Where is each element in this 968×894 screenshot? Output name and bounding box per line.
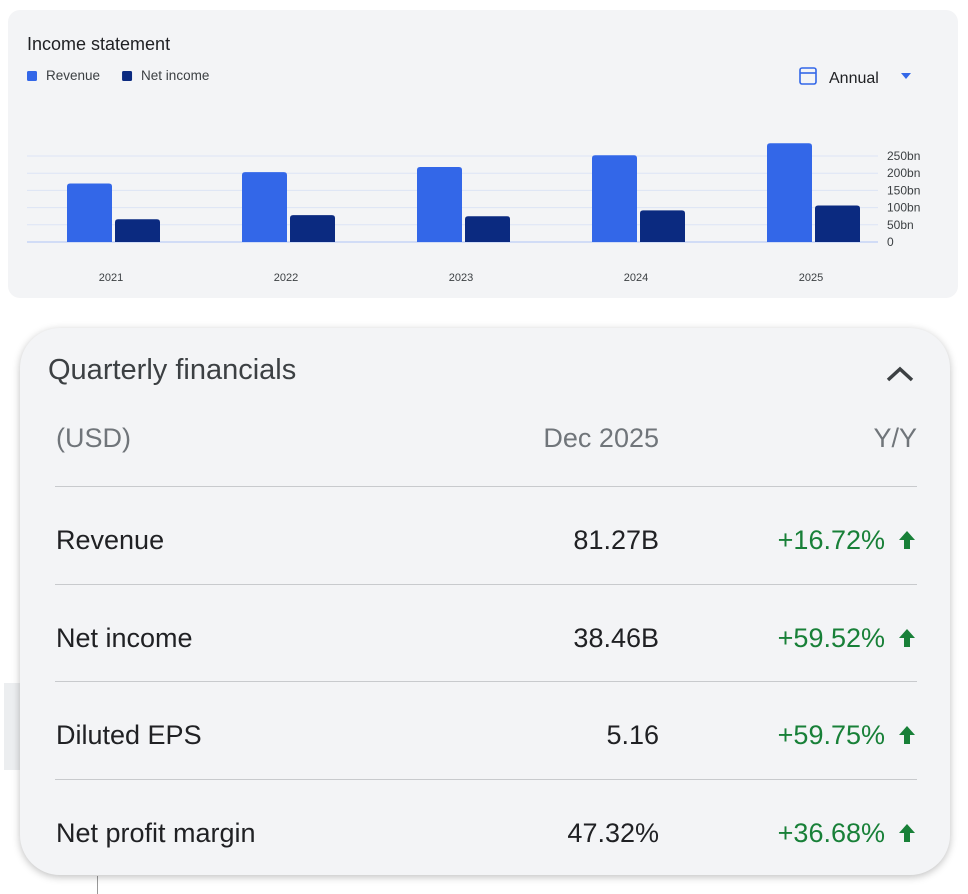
calendar-icon bbox=[799, 67, 817, 85]
side-strip bbox=[4, 683, 20, 770]
up-arrow bbox=[899, 823, 915, 842]
header-cell: Y/Y bbox=[873, 423, 917, 453]
table-row: Diluted EPS 5.16 +59.75% bbox=[55, 681, 917, 779]
legend-swatch bbox=[27, 71, 37, 81]
y-tick-label: 200bn bbox=[887, 166, 920, 180]
metric-value: 38.46B bbox=[573, 622, 659, 653]
bar bbox=[417, 167, 462, 242]
metric-value: 81.27B bbox=[573, 525, 659, 555]
metric-name: Diluted EPS bbox=[56, 720, 202, 750]
change-value: +16.72% bbox=[777, 525, 885, 555]
y-tick-label: 250bn bbox=[887, 149, 920, 163]
up-arrow bbox=[899, 531, 915, 549]
up-arrow-shape bbox=[899, 628, 915, 647]
metric-value: 47.32% bbox=[567, 817, 659, 848]
up-arrow-shape bbox=[899, 531, 915, 549]
bar bbox=[67, 183, 112, 242]
bar bbox=[115, 219, 160, 242]
metric-name: Net profit margin bbox=[56, 817, 256, 848]
up-arrow-shape bbox=[899, 823, 915, 842]
x-tick-label: 2022 bbox=[274, 272, 298, 284]
period-selector[interactable]: Annual bbox=[799, 67, 911, 87]
chevron-up[interactable] bbox=[886, 366, 914, 382]
bar bbox=[592, 155, 637, 242]
x-tick-label: 2021 bbox=[99, 272, 123, 284]
bar bbox=[465, 216, 510, 242]
y-tick-label: 0 bbox=[887, 235, 894, 249]
collapse-button[interactable] bbox=[885, 364, 915, 384]
x-tick-label: 2024 bbox=[624, 272, 648, 284]
chart-title: Income statement bbox=[27, 34, 170, 54]
y-tick-label: 50bn bbox=[887, 218, 914, 232]
header-cell: (USD) bbox=[56, 423, 131, 453]
legend-swatch bbox=[122, 71, 133, 81]
up-arrow bbox=[899, 726, 915, 744]
metric-name: Revenue bbox=[56, 525, 165, 555]
header-cell: Dec 2025 bbox=[543, 423, 659, 453]
table-row: Net profit margin 47.32% +36.68% bbox=[55, 778, 917, 877]
table-row: Net income 38.46B +59.52% bbox=[55, 583, 917, 682]
table-header-row: (USD) Dec 2025 Y/Y bbox=[55, 423, 917, 485]
legend-label: Net income bbox=[141, 68, 209, 83]
table-title: Quarterly financials bbox=[48, 354, 297, 386]
y-tick-label: 100bn bbox=[887, 201, 920, 215]
up-arrow-shape bbox=[899, 726, 915, 744]
table-row: Revenue 81.27B +16.72% bbox=[55, 486, 917, 584]
bar bbox=[815, 205, 860, 242]
divider bbox=[97, 876, 98, 894]
x-tick-label: 2025 bbox=[799, 272, 823, 284]
legend-label: Revenue bbox=[46, 68, 100, 83]
change-value: +36.68% bbox=[777, 817, 885, 848]
income-card: Income statement Annual Revenue Net incom… bbox=[8, 10, 958, 298]
change-value: +59.75% bbox=[777, 720, 885, 750]
bar bbox=[290, 215, 335, 242]
x-tick-label: 2023 bbox=[449, 272, 473, 284]
change-value: +59.52% bbox=[777, 622, 885, 653]
metric-name: Net income bbox=[56, 622, 193, 653]
y-tick-label: 150bn bbox=[887, 183, 920, 197]
chart: Income statement Annual Revenue Net incom… bbox=[27, 34, 920, 284]
bar bbox=[242, 172, 287, 242]
up-arrow bbox=[899, 628, 915, 647]
metric-value: 5.16 bbox=[606, 720, 659, 750]
bar bbox=[767, 143, 812, 242]
bar bbox=[640, 210, 685, 242]
quarterly-card: Quarterly financials (USD) Dec 2025 Y/Y Rev… bbox=[20, 328, 950, 875]
dropdown-arrow[interactable] bbox=[901, 73, 911, 79]
period-label[interactable]: Annual bbox=[829, 70, 879, 87]
